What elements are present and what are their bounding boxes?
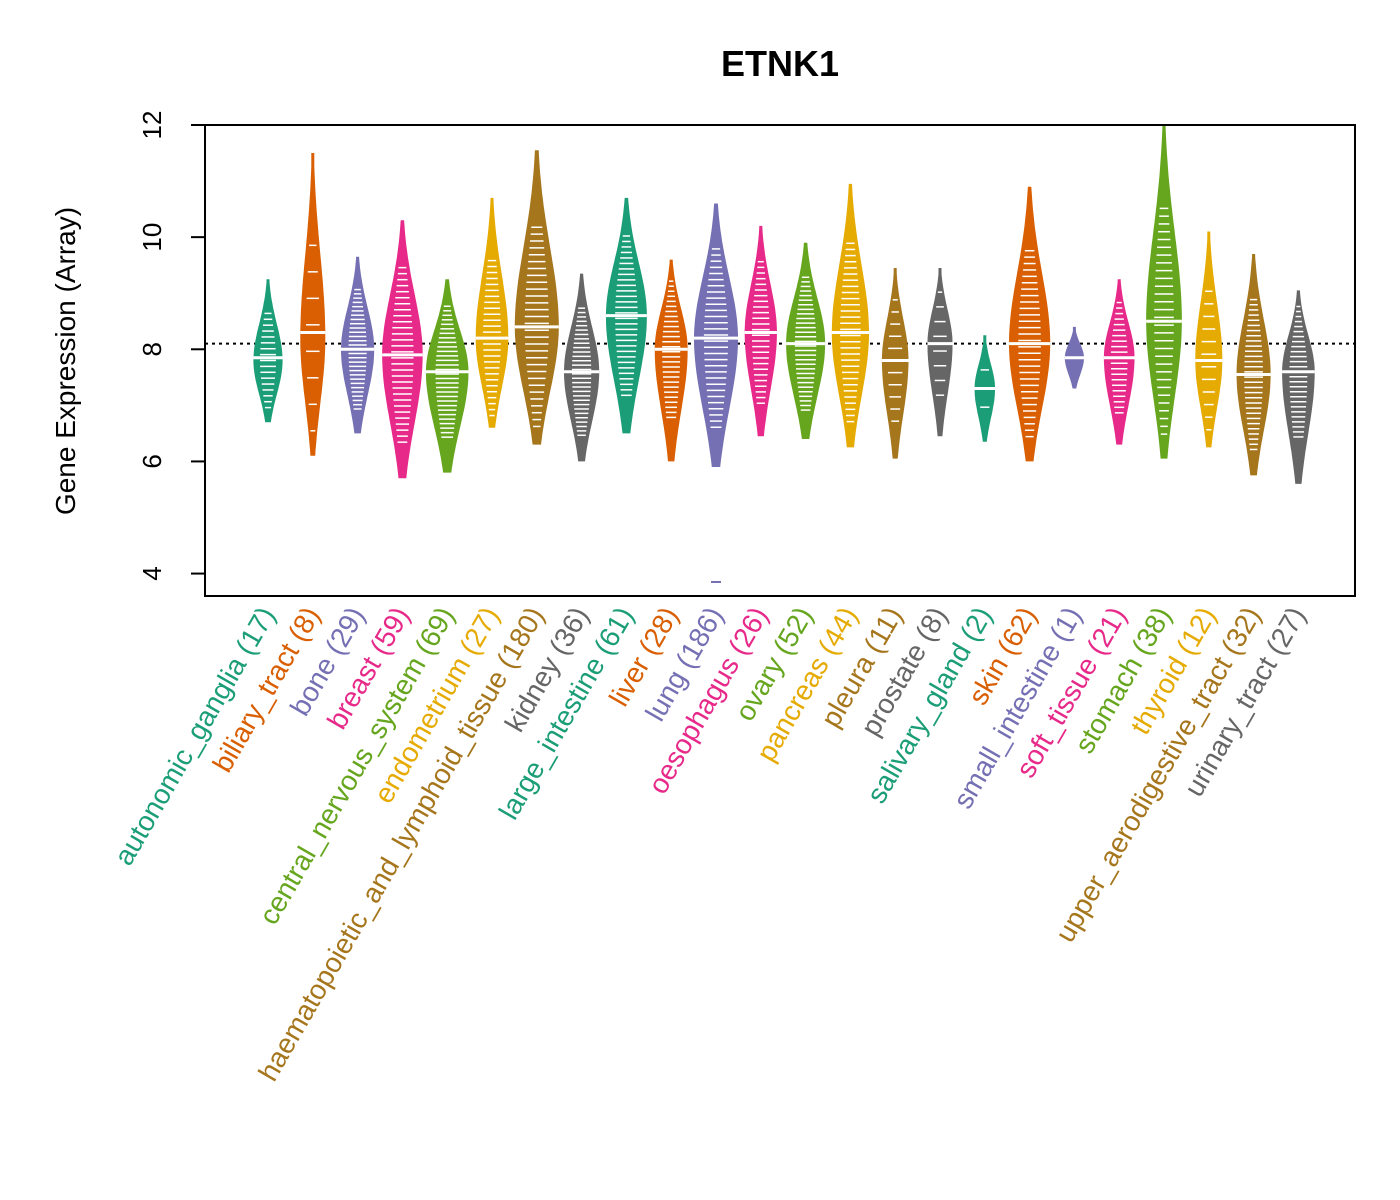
violin-small_intestine <box>1064 326 1084 389</box>
violin-body <box>1009 186 1051 462</box>
violin-body <box>425 279 469 473</box>
violin-body <box>1195 231 1223 448</box>
violins <box>253 125 1315 484</box>
violin-upper_aerodigestive_tract <box>1236 254 1271 476</box>
y-tick-label: 10 <box>137 223 167 252</box>
violin-body <box>1146 125 1182 459</box>
violin-body <box>300 153 326 456</box>
violin-body <box>831 183 869 448</box>
violin-central_nervous_system <box>425 279 469 473</box>
violin-lung <box>694 203 738 467</box>
y-tick-label: 12 <box>137 111 167 140</box>
violin-oesophagus <box>744 225 777 437</box>
plot-frame <box>204 124 1356 597</box>
violin-biliary_tract <box>300 153 326 456</box>
y-tick-label: 6 <box>137 454 167 468</box>
violin-body <box>475 197 509 428</box>
violin-pancreas <box>831 183 870 448</box>
violin-autonomic_ganglia <box>253 279 283 423</box>
violin-haematopoietic_and_lymphoid_tissue <box>514 150 559 445</box>
x-axis-labels: autonomic_ganglia (17)biliary_tract (8)b… <box>108 602 1312 1087</box>
violin-body <box>1103 279 1135 445</box>
violin-body <box>881 268 909 459</box>
violin-body <box>654 259 688 462</box>
violin-body <box>927 268 953 437</box>
violin-prostate <box>927 268 953 437</box>
violin-breast <box>382 220 423 479</box>
violin-body <box>253 279 283 423</box>
violin-soft_tissue <box>1103 279 1135 445</box>
violin-body <box>564 273 600 462</box>
violin-bone <box>340 256 375 434</box>
violin-endometrium <box>475 197 509 428</box>
violin-stomach <box>1146 125 1182 459</box>
y-tick-label: 4 <box>137 566 167 580</box>
violin-large_intestine <box>605 197 647 434</box>
violin-pleura <box>881 268 909 459</box>
violin-salivary_gland <box>974 335 996 442</box>
violin-body <box>514 150 559 445</box>
violin-ovary <box>786 242 826 439</box>
violin-urinary_tract <box>1282 290 1315 484</box>
violin-body <box>382 220 423 479</box>
y-tick-label: 8 <box>137 342 167 356</box>
y-axis-title: Gene Expression (Array) <box>50 207 81 515</box>
violin-thyroid <box>1195 231 1223 448</box>
violin-skin <box>1009 186 1051 462</box>
violin-body <box>1236 254 1271 476</box>
violin-liver <box>654 259 688 462</box>
y-axis: 4 6 8 10 12 <box>137 111 206 581</box>
chart-title: ETNK1 <box>721 43 839 84</box>
violin-kidney <box>564 273 600 462</box>
